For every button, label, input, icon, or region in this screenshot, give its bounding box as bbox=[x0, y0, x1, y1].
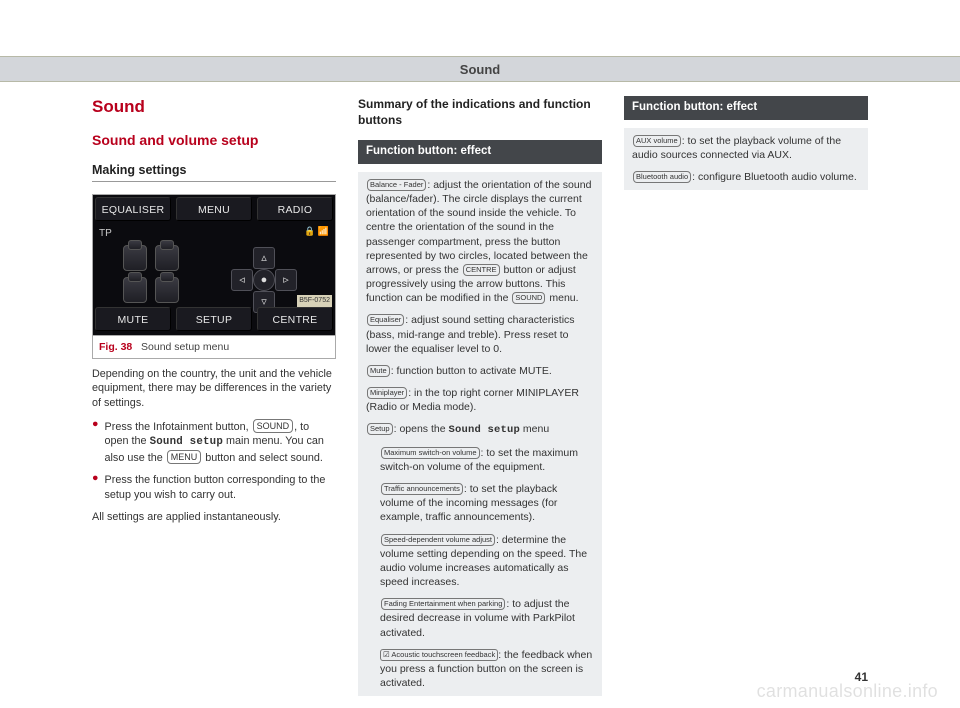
watermark: carmanualsonline.info bbox=[757, 681, 938, 702]
screenshot-setup-button: SETUP bbox=[176, 307, 252, 331]
table-row-sub: Speed-dependent volume adjust: determine… bbox=[366, 533, 594, 590]
inline-code: Sound setup bbox=[150, 436, 223, 448]
bullet-item: ● Press the function button correspondin… bbox=[92, 473, 336, 502]
heading-2: Sound and volume setup bbox=[92, 131, 336, 150]
bullet-text: Press the Infotainment button, SOUND, to… bbox=[105, 419, 336, 466]
keycap-sound: SOUND bbox=[512, 292, 545, 304]
keycap-miniplayer: Miniplayer bbox=[367, 387, 407, 399]
heading-3-wrap: Making settings bbox=[92, 162, 336, 182]
figure-number: Fig. 38 bbox=[99, 341, 132, 353]
header-band: Sound bbox=[0, 56, 960, 82]
screenshot-equaliser-button: EQUALISER bbox=[95, 197, 171, 221]
seat-icon bbox=[155, 277, 179, 303]
dpad-left-icon: ◃ bbox=[231, 269, 253, 291]
screenshot-centre-button: CENTRE bbox=[257, 307, 333, 331]
table-row: Mute: function button to activate MUTE. bbox=[366, 364, 594, 378]
keycap-aux-volume: AUX volume bbox=[633, 135, 681, 147]
dpad-center-icon: ● bbox=[253, 269, 275, 291]
table-row-sub: Traffic announcements: to set the playba… bbox=[366, 482, 594, 525]
table-row: Equaliser: adjust sound setting characte… bbox=[366, 313, 594, 356]
text: button and select sound. bbox=[202, 452, 323, 464]
signal-icons: 🔒 📶 bbox=[304, 225, 329, 237]
page-content: Sound Sound and volume setup Making sett… bbox=[92, 96, 868, 658]
table-row: Miniplayer: in the top right corner MINI… bbox=[366, 386, 594, 414]
paragraph: All settings are applied instantaneously… bbox=[92, 510, 336, 525]
dpad-right-icon: ▹ bbox=[275, 269, 297, 291]
table-body: Balance - Fader: adjust the orientation … bbox=[358, 172, 602, 696]
figure-box: EQUALISER MENU RADIO TP 🔒 📶 ▵ ▿ ◃ ▹ ● B5… bbox=[92, 194, 336, 359]
table-header: Function button: effect bbox=[624, 96, 868, 120]
screenshot-radio-button: RADIO bbox=[257, 197, 333, 221]
column-2: Summary of the indications and function … bbox=[358, 96, 602, 658]
text: : function button to activate MUTE. bbox=[391, 365, 552, 377]
bullet-text: Press the function button corresponding … bbox=[105, 473, 336, 502]
dpad-up-icon: ▵ bbox=[253, 247, 275, 269]
bullet-item: ● Press the Infotainment button, SOUND, … bbox=[92, 419, 336, 466]
checkbox-icon: ☑ Acoustic touchscreen feedback bbox=[380, 649, 498, 661]
keycap-centre: CENTRE bbox=[463, 264, 500, 276]
keycap-fading-entertainment: Fading Entertainment when parking bbox=[381, 598, 505, 610]
inline-code: Sound setup bbox=[448, 424, 520, 436]
text: : opens the bbox=[394, 423, 449, 435]
heading-1: Sound bbox=[92, 96, 336, 119]
table-row: Balance - Fader: adjust the orientation … bbox=[366, 178, 594, 306]
keycap-menu: MENU bbox=[167, 450, 202, 464]
keycap-speed-dependent-volume: Speed-dependent volume adjust bbox=[381, 534, 495, 546]
table-row-sub: Maximum switch-on volume: to set the max… bbox=[366, 446, 594, 474]
keycap-bluetooth-audio: Bluetooth audio bbox=[633, 171, 691, 183]
bullet-dot-icon: ● bbox=[92, 419, 99, 466]
text: menu bbox=[520, 423, 549, 435]
keycap-traffic-announcements: Traffic announcements bbox=[381, 483, 463, 495]
bullet-dot-icon: ● bbox=[92, 473, 99, 502]
subheading: Summary of the indications and function … bbox=[358, 96, 602, 128]
table-header: Function button: effect bbox=[358, 140, 602, 164]
text: : adjust the orientation of the sound (b… bbox=[366, 179, 591, 276]
text: : configure Bluetooth audio volume. bbox=[692, 171, 857, 183]
table-row-sub: Fading Entertainment when parking: to ad… bbox=[366, 597, 594, 640]
seat-icon bbox=[123, 277, 147, 303]
image-stamp: B5F-0752 bbox=[297, 295, 332, 306]
dpad: ▵ ▿ ◃ ▹ ● bbox=[231, 247, 297, 313]
infotainment-screenshot: EQUALISER MENU RADIO TP 🔒 📶 ▵ ▿ ◃ ▹ ● B5… bbox=[93, 195, 335, 335]
table-body: AUX volume: to set the playback volume o… bbox=[624, 128, 868, 191]
figure-caption-text: Sound setup menu bbox=[141, 341, 229, 353]
keycap-max-switchon-volume: Maximum switch-on volume bbox=[381, 447, 480, 459]
screenshot-menu-button: MENU bbox=[176, 197, 252, 221]
checkmark-icon: ☑ bbox=[383, 650, 390, 659]
column-3: Function button: effect AUX volume: to s… bbox=[624, 96, 868, 658]
seat-icon bbox=[155, 245, 179, 271]
table-row: Setup: opens the Sound setup menu bbox=[366, 422, 594, 437]
tp-indicator: TP bbox=[99, 227, 112, 241]
keycap-sound: SOUND bbox=[253, 419, 294, 433]
seat-icon bbox=[123, 245, 147, 271]
keycap-setup: Setup bbox=[367, 423, 393, 435]
keycap-mute: Mute bbox=[367, 365, 390, 377]
keycap-equaliser: Equaliser bbox=[367, 314, 404, 326]
text: menu. bbox=[546, 292, 578, 304]
keycap-balance-fader: Balance - Fader bbox=[367, 179, 426, 191]
text: Acoustic touchscreen feedback bbox=[391, 650, 495, 659]
table-row: AUX volume: to set the playback volume o… bbox=[632, 134, 860, 162]
figure-caption: Fig. 38 Sound setup menu bbox=[93, 335, 335, 358]
table-row-sub: ☑ Acoustic touchscreen feedback: the fee… bbox=[366, 648, 594, 691]
heading-3: Making settings bbox=[92, 162, 336, 179]
table-row: Bluetooth audio: configure Bluetooth aud… bbox=[632, 170, 860, 184]
paragraph: Depending on the country, the unit and t… bbox=[92, 367, 336, 411]
text: Press the Infotainment button, bbox=[105, 421, 252, 433]
column-1: Sound Sound and volume setup Making sett… bbox=[92, 96, 336, 658]
screenshot-mute-button: MUTE bbox=[95, 307, 171, 331]
